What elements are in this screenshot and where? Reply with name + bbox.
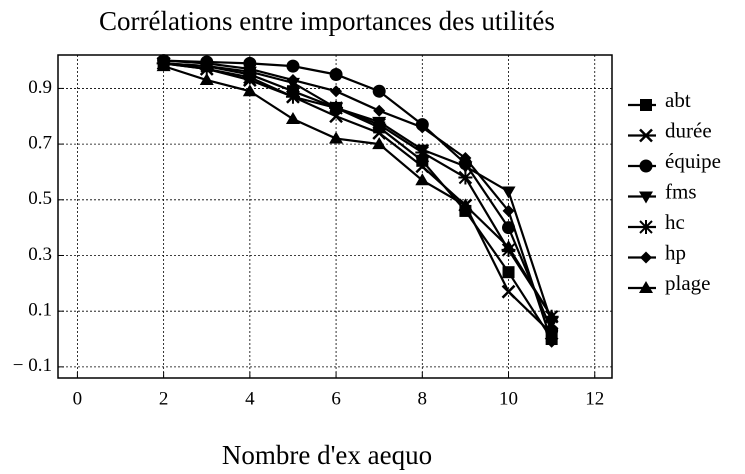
marker — [458, 170, 473, 185]
legend-label: durée — [665, 118, 712, 142]
x-axis-label: Nombre d'ex aequo — [222, 440, 432, 470]
series-line — [163, 59, 553, 343]
marker — [415, 159, 430, 174]
marker — [415, 145, 430, 160]
marker — [330, 85, 343, 98]
x-tick-label: 8 — [418, 388, 428, 409]
series-line — [163, 62, 553, 335]
marker — [372, 117, 387, 132]
series-line — [163, 59, 553, 332]
legend-label: fms — [665, 179, 697, 203]
x-tick-label: 10 — [499, 388, 518, 409]
marker — [544, 309, 559, 322]
marker — [329, 131, 344, 144]
marker — [502, 266, 515, 279]
marker — [640, 99, 652, 111]
marker — [156, 59, 171, 72]
marker — [372, 84, 386, 98]
y-tick-label: − 0.1 — [13, 355, 52, 376]
x-tick-label: 2 — [159, 388, 169, 409]
marker — [199, 73, 214, 86]
y-tick-label: 0.9 — [28, 77, 52, 98]
y-tick-label: 0.5 — [28, 188, 52, 209]
series-line — [163, 65, 553, 318]
marker — [243, 62, 256, 75]
marker — [459, 152, 472, 165]
marker — [639, 220, 653, 234]
marker — [242, 84, 257, 97]
marker — [639, 159, 653, 173]
marker — [200, 57, 213, 70]
marker — [416, 121, 429, 134]
marker — [639, 281, 653, 293]
marker — [329, 67, 343, 81]
series-line — [163, 62, 553, 318]
marker — [242, 70, 257, 85]
marker — [373, 104, 386, 117]
marker — [372, 137, 387, 150]
x-tick-label: 12 — [585, 388, 604, 409]
legend-label: abt — [665, 88, 691, 112]
x-tick-label: 6 — [331, 388, 341, 409]
marker — [639, 128, 653, 143]
marker — [286, 59, 300, 73]
marker — [545, 335, 558, 348]
legend-label: hp — [665, 240, 686, 264]
chart-title: Corrélations entre importances des utili… — [99, 6, 555, 36]
y-tick-label: 0.1 — [28, 300, 52, 321]
marker — [286, 74, 299, 87]
marker — [285, 89, 300, 104]
marker — [501, 284, 516, 299]
marker — [458, 198, 473, 211]
series-line — [163, 62, 553, 323]
x-tick-label: 4 — [245, 388, 255, 409]
series-line — [163, 62, 553, 340]
marker — [329, 100, 344, 115]
marker — [458, 161, 473, 174]
y-tick-label: 0.7 — [28, 132, 52, 153]
marker — [501, 186, 516, 199]
marker — [501, 240, 516, 253]
marker — [640, 251, 652, 264]
marker — [285, 112, 300, 125]
marker — [415, 173, 430, 186]
plot-frame — [57, 54, 613, 379]
x-tick-label: 0 — [73, 388, 83, 409]
y-tick-label: 0.3 — [28, 244, 52, 265]
marker — [502, 221, 516, 235]
marker — [639, 191, 653, 204]
legend-label: plage — [665, 271, 710, 295]
marker — [502, 204, 515, 217]
legend-label: hc — [665, 210, 685, 234]
legend-label: équipe — [665, 149, 721, 173]
